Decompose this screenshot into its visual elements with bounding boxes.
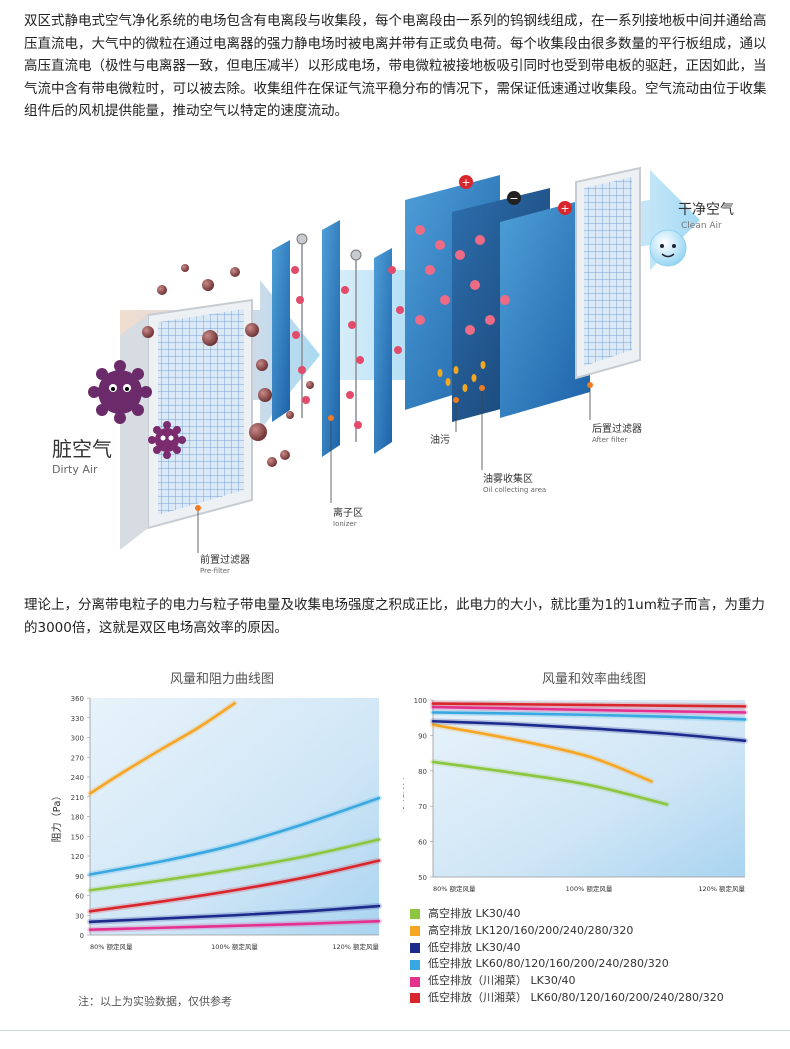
polarity-plus-2: +: [558, 201, 572, 215]
purification-diagram: + − + 脏空气 Dirty Air 干净空气 Clean Air 前置过滤器…: [52, 166, 734, 575]
x-tick-label: 120% 额定风量: [698, 884, 745, 893]
ionizer-label-en: Ionizer: [333, 520, 357, 528]
ionizer-label-cn: 离子区: [333, 506, 363, 519]
dirty-air-label-cn: 脏空气: [52, 437, 112, 461]
y-tick-label: 30: [75, 912, 84, 920]
pre-filter-panel: [120, 298, 253, 550]
after-filter-label-en: After filter: [592, 436, 627, 444]
legend-item: 低空排放（川湘菜） LK30/40: [410, 973, 780, 990]
collect-label-cn: 油雾收集区: [483, 472, 533, 485]
y-tick-label: 100: [414, 697, 427, 705]
legend-label: 高空排放 LK30/40: [428, 907, 521, 920]
clean-air-bubble: [649, 229, 687, 267]
prefilter-label-cn: 前置过滤器: [200, 553, 250, 566]
legend-swatch: [410, 942, 420, 953]
y-tick-label: 90: [75, 873, 84, 881]
bottom-divider: [0, 1030, 790, 1031]
series-line-1: [431, 723, 653, 783]
after-filter-label-cn: 后置过滤器: [592, 422, 642, 435]
legend-swatch: [410, 976, 420, 987]
efficiency-legend: 高空排放 LK30/40 高空排放 LK120/160/200/240/280/3…: [410, 906, 780, 1007]
footnote: 注：以上为实验数据，仅供参考: [78, 995, 232, 1008]
y-tick-label: 300: [71, 735, 84, 743]
y-tick-label: 90: [418, 732, 427, 740]
x-tick-label: 80% 额定风量: [433, 884, 476, 893]
dirty-air-germ-small: [148, 421, 186, 459]
y-tick-label: 210: [71, 794, 84, 802]
y-axis-label: 阻力（Pa）: [50, 791, 63, 843]
y-tick-label: 50: [418, 874, 427, 882]
legend-label: 低空排放（川湘菜） LK60/80/120/160/200/240/280/32…: [428, 990, 724, 1004]
x-tick-label: 120% 额定风量: [332, 942, 379, 951]
plot-area: [90, 698, 379, 935]
svg-text:+: +: [560, 202, 569, 215]
y-tick-label: 70: [418, 803, 427, 811]
ionizer-wire-terminal-2: [350, 249, 362, 261]
ionizer-wires: [301, 242, 357, 442]
leader-dots: [195, 382, 593, 511]
x-tick-label: 100% 额定风量: [211, 942, 258, 951]
oil-label-cn: 油污: [430, 433, 450, 446]
intro-paragraph: 双区式静电式空气净化系统的电场包含有电离段与收集段，每个电离段由一系列的钨钢线组…: [24, 13, 767, 119]
clean-air-label-cn: 干净空气: [678, 202, 734, 218]
efficiency-chart: 50 60 70 80 90 100 80% 额定风量 100% 额定风量 120% 额定风量 净…: [403, 697, 748, 893]
legend-item: 高空排放 LK30/40: [410, 906, 780, 923]
dirt-particles: [142, 264, 314, 467]
svg-text:−: −: [509, 192, 518, 205]
ionizer-plates: [272, 220, 392, 457]
after-filter-panel: [575, 166, 641, 380]
y-tick-label: 80: [418, 768, 427, 776]
y-tick-label: 330: [71, 715, 84, 723]
oil-drops: [437, 361, 486, 392]
legend-swatch: [410, 926, 420, 937]
resistance-chart: 0 30 60 90 120 150 180 210 240 270 300 330 360 80% 额定…: [50, 695, 382, 951]
y-tick-label: 360: [71, 695, 84, 703]
dirty-air-germ-large: [88, 360, 152, 424]
legend-item: 低空排放（川湘菜） LK60/80/120/160/200/240/280/32…: [410, 990, 780, 1007]
legend-label: 高空排放 LK120/160/200/240/280/320: [428, 923, 634, 937]
y-tick-label: 60: [418, 839, 427, 847]
y-tick-label: 120: [71, 853, 84, 861]
chart-title-resistance: 风量和阻力曲线图: [169, 672, 274, 687]
polarity-minus: −: [507, 191, 521, 205]
collect-label-en: Oil collecting area: [483, 486, 546, 494]
y-tick-label: 270: [71, 754, 84, 762]
legend-swatch: [410, 959, 420, 970]
legend-item: 高空排放 LK120/160/200/240/280/320: [410, 923, 780, 940]
theory-paragraph: 理论上，分离带电粒子的电力与粒子带电量及收集电场强度之积成正比，此电力的大小，就…: [24, 597, 765, 636]
legend-item: 低空排放 LK60/80/120/160/200/240/280/320: [410, 956, 780, 973]
y-tick-label: 60: [75, 893, 84, 901]
x-tick-label: 100% 额定风量: [566, 884, 613, 893]
dirty-air-label-en: Dirty Air: [52, 463, 98, 476]
legend-label: 低空排放 LK30/40: [428, 940, 521, 954]
leader-lines: [197, 385, 591, 553]
y-axis-label: 净化效率%: [403, 764, 406, 814]
collector-plate-3: [500, 198, 590, 418]
polarity-plus-1: +: [459, 175, 473, 189]
legend-label: 低空排放 LK60/80/120/160/200/240/280/320: [428, 957, 669, 971]
prefilter-label-en: Pre-filter: [200, 567, 230, 575]
x-tick-label: 80% 额定风量: [90, 942, 133, 951]
clean-air-label-en: Clean Air: [681, 221, 722, 231]
chart-title-efficiency: 风量和效率曲线图: [541, 672, 646, 687]
charged-particles-ionizer: [291, 266, 404, 429]
legend-item: 低空排放 LK30/40: [410, 940, 780, 957]
y-tick-label: 0: [80, 932, 84, 940]
svg-text:+: +: [461, 176, 470, 189]
y-tick-label: 240: [71, 774, 84, 782]
ionizer-wire-terminal-1: [296, 233, 308, 245]
legend-label: 低空排放（川湘菜） LK30/40: [428, 974, 576, 988]
legend-swatch: [410, 909, 420, 920]
legend-swatch: [410, 993, 420, 1004]
y-tick-label: 150: [71, 833, 84, 841]
y-tick-label: 180: [71, 814, 84, 822]
series-line-0: [431, 760, 669, 806]
collector-particles: [415, 225, 510, 335]
